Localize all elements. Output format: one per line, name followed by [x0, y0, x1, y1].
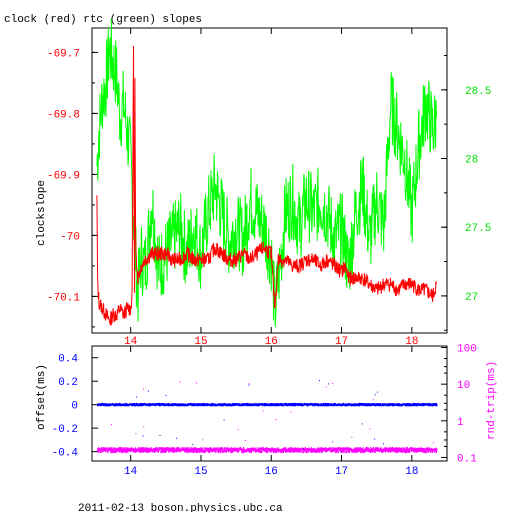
- outlier-point: [135, 396, 137, 398]
- chart-title: clock (red) rtc (green) slopes: [4, 14, 202, 26]
- top-x-tick-label: 15: [194, 336, 207, 348]
- outlier-point: [328, 383, 329, 385]
- top-y-left-tick-label: -69.9: [47, 170, 80, 182]
- top-y-right-tick-label: 28.5: [465, 86, 491, 98]
- outlier-point: [142, 435, 144, 437]
- bottom-y-right-tick-label: 1: [457, 417, 464, 429]
- top-y-left-tick-label: -69.7: [47, 48, 80, 60]
- outlier-point: [432, 442, 434, 444]
- bottom-x-tick-label: 16: [265, 466, 278, 478]
- top-y-right-tick-label: 28: [465, 155, 478, 167]
- top-plot-frame: [91, 27, 448, 334]
- outlier-point: [303, 447, 305, 449]
- outlier-point: [237, 429, 239, 430]
- outlier-point: [318, 380, 320, 381]
- bottom-y-right-tick-label: 0.1: [457, 453, 477, 465]
- top-x-tick-label: 16: [265, 336, 278, 348]
- outlier-point: [223, 419, 225, 421]
- top-x-tick-label: 17: [335, 336, 348, 348]
- outlier-point: [290, 411, 292, 413]
- outlier-point: [147, 390, 149, 392]
- bottom-y-left-tick-label: -0.2: [52, 424, 78, 436]
- outlier-point: [248, 384, 250, 386]
- outlier-point: [374, 438, 376, 440]
- bottom-left-y-axis-label: offset(ms): [36, 364, 48, 430]
- top-y-left-tick-label: -70: [60, 231, 80, 243]
- bottom-x-tick-label: 15: [194, 466, 207, 478]
- top-y-left-tick-label: -70.1: [47, 292, 80, 304]
- outlier-point: [377, 391, 378, 393]
- top-y-axis-label: clockslope: [36, 180, 48, 246]
- outlier-point: [176, 437, 178, 439]
- bottom-x-tick-label: 18: [405, 466, 418, 478]
- outlier-point: [299, 402, 301, 404]
- bottom-right-y-axis-label: rnd-trip(ms): [486, 361, 498, 440]
- bottom-x-tick-label: 14: [124, 466, 138, 478]
- bottom-y-left-tick-label: -0.4: [52, 448, 79, 460]
- bottom-x-tick-label: 17: [335, 466, 348, 478]
- outlier-point: [248, 383, 250, 385]
- footer-text: 2011-02-13 boson.physics.ubc.ca: [78, 503, 283, 512]
- top-y-right-tick-label: 27: [465, 292, 478, 304]
- top-y-right-tick-label: 27.5: [465, 223, 491, 235]
- outlier-point: [171, 404, 173, 406]
- bottom-series-group: [96, 380, 438, 454]
- clock-slope-series: [96, 45, 437, 326]
- top-axis-ticks: 14 15 16 17 18 -69.7 -69.8 -69.9 -70 -70.1 27 27.5 2…: [47, 28, 491, 348]
- outlier-point: [196, 382, 198, 384]
- top-y-left-tick-label: -69.8: [47, 109, 80, 121]
- bottom-y-left-tick-label: 0.4: [58, 354, 78, 366]
- outlier-point: [325, 386, 327, 388]
- outlier-point: [159, 435, 161, 436]
- bottom-y-left-tick-label: 0: [71, 401, 78, 413]
- outlier-point: [262, 410, 264, 412]
- bottom-axis-ticks: 14 15 16 17 18 0.4 0.2 0 -0.2 -0.4 100 10 1 0.1: [52, 344, 478, 478]
- outlier-point: [329, 447, 331, 449]
- outlier-point: [135, 433, 137, 435]
- outlier-point: [244, 440, 246, 441]
- outlier-point: [165, 395, 167, 396]
- bottom-y-left-tick-label: 0.2: [58, 377, 78, 389]
- offset-series: [96, 402, 438, 407]
- outlier-point: [143, 426, 145, 428]
- top-x-tick-label: 18: [405, 336, 418, 348]
- top-series-group: [96, 18, 437, 327]
- outlier-point: [374, 394, 376, 396]
- bottom-y-right-tick-label: 100: [457, 344, 477, 356]
- outlier-point: [372, 399, 374, 401]
- outlier-point: [351, 436, 353, 438]
- top-x-tick-label: 14: [124, 336, 138, 348]
- bottom-y-right-tick-label: 10: [457, 380, 470, 392]
- outlier-point: [383, 443, 384, 445]
- outlier-point: [275, 419, 277, 420]
- outlier-point: [202, 439, 204, 441]
- round-trip-series: [96, 447, 438, 454]
- outlier-point: [332, 382, 334, 384]
- outlier-point: [369, 428, 371, 430]
- outlier-point: [332, 441, 334, 443]
- rtc-slope-series: [96, 18, 437, 327]
- outlier-point: [143, 388, 145, 390]
- outlier-point: [179, 381, 181, 383]
- outlier-point: [361, 423, 363, 425]
- outlier-point: [192, 444, 194, 445]
- outlier-point: [111, 423, 112, 425]
